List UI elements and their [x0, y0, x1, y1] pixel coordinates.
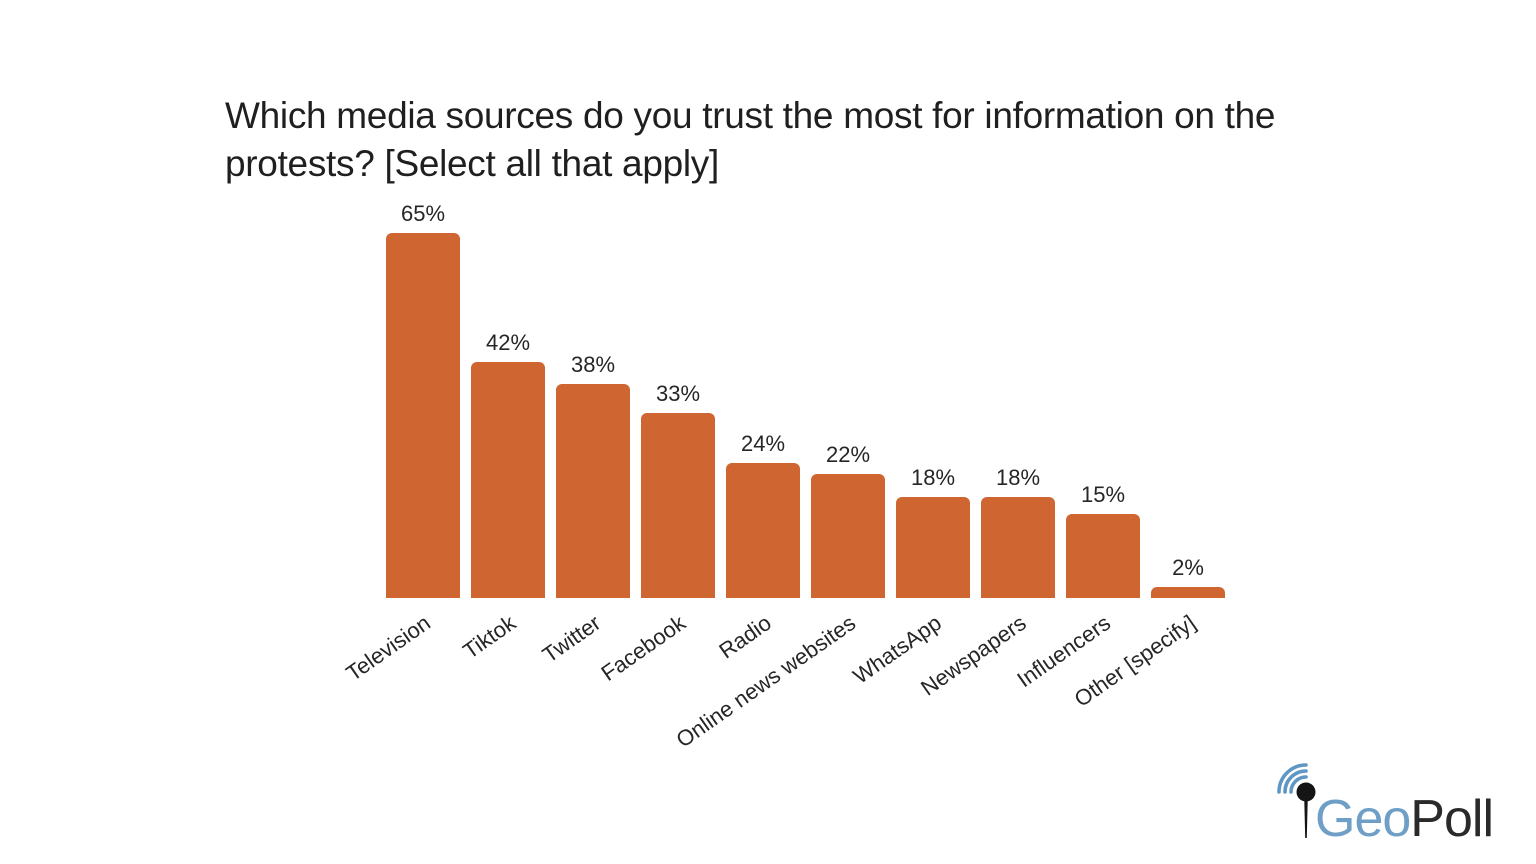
- plot-area: 65% Television 42% Tiktok 38% Twitter 33% Faceb…: [342, 190, 1232, 753]
- x-tick-label: Facebook: [596, 610, 691, 686]
- chart-title-line2: protests? [Select all that apply]: [225, 143, 719, 184]
- bar-value-label: 2%: [1172, 555, 1204, 580]
- logo-wordmark: GeoPoll: [1315, 790, 1494, 850]
- bar-value-label: 33%: [655, 381, 701, 406]
- geopoll-logo: GeoPoll: [1266, 760, 1494, 850]
- bar-value-label: 42%: [485, 330, 531, 355]
- bar-online-news-websites: [811, 474, 885, 598]
- bar-value-label: 15%: [1080, 482, 1126, 507]
- x-tick-label: Television: [341, 610, 436, 686]
- x-tick-label: Radio: [713, 610, 776, 664]
- x-tick-label: Twitter: [537, 610, 606, 668]
- bar-influencers: [1066, 514, 1140, 598]
- bar-facebook: [641, 413, 715, 598]
- bar-value-label: 22%: [825, 442, 871, 467]
- bar-whatsapp: [896, 497, 970, 598]
- bar-value-label: 18%: [910, 465, 956, 490]
- bar-television: [386, 233, 460, 598]
- x-tick-label: Tiktok: [458, 610, 521, 664]
- bar-newspapers: [981, 497, 1055, 598]
- logo-poll: Poll: [1410, 790, 1494, 848]
- bar-value-label: 24%: [740, 431, 786, 456]
- bar-tiktok: [471, 362, 545, 598]
- chart-title: Which media sources do you trust the mos…: [225, 92, 1385, 188]
- map-pin-with-signal-waves-icon: [1277, 763, 1316, 838]
- chart-title-line1: Which media sources do you trust the mos…: [225, 95, 1276, 136]
- bar-other-specify-: [1151, 587, 1225, 598]
- bar-value-label: 65%: [400, 201, 446, 226]
- bar-radio: [726, 463, 800, 598]
- bar-twitter: [556, 384, 630, 598]
- logo-geo: Geo: [1315, 790, 1411, 848]
- bar-value-label: 18%: [995, 465, 1041, 490]
- bar-value-label: 38%: [570, 352, 616, 377]
